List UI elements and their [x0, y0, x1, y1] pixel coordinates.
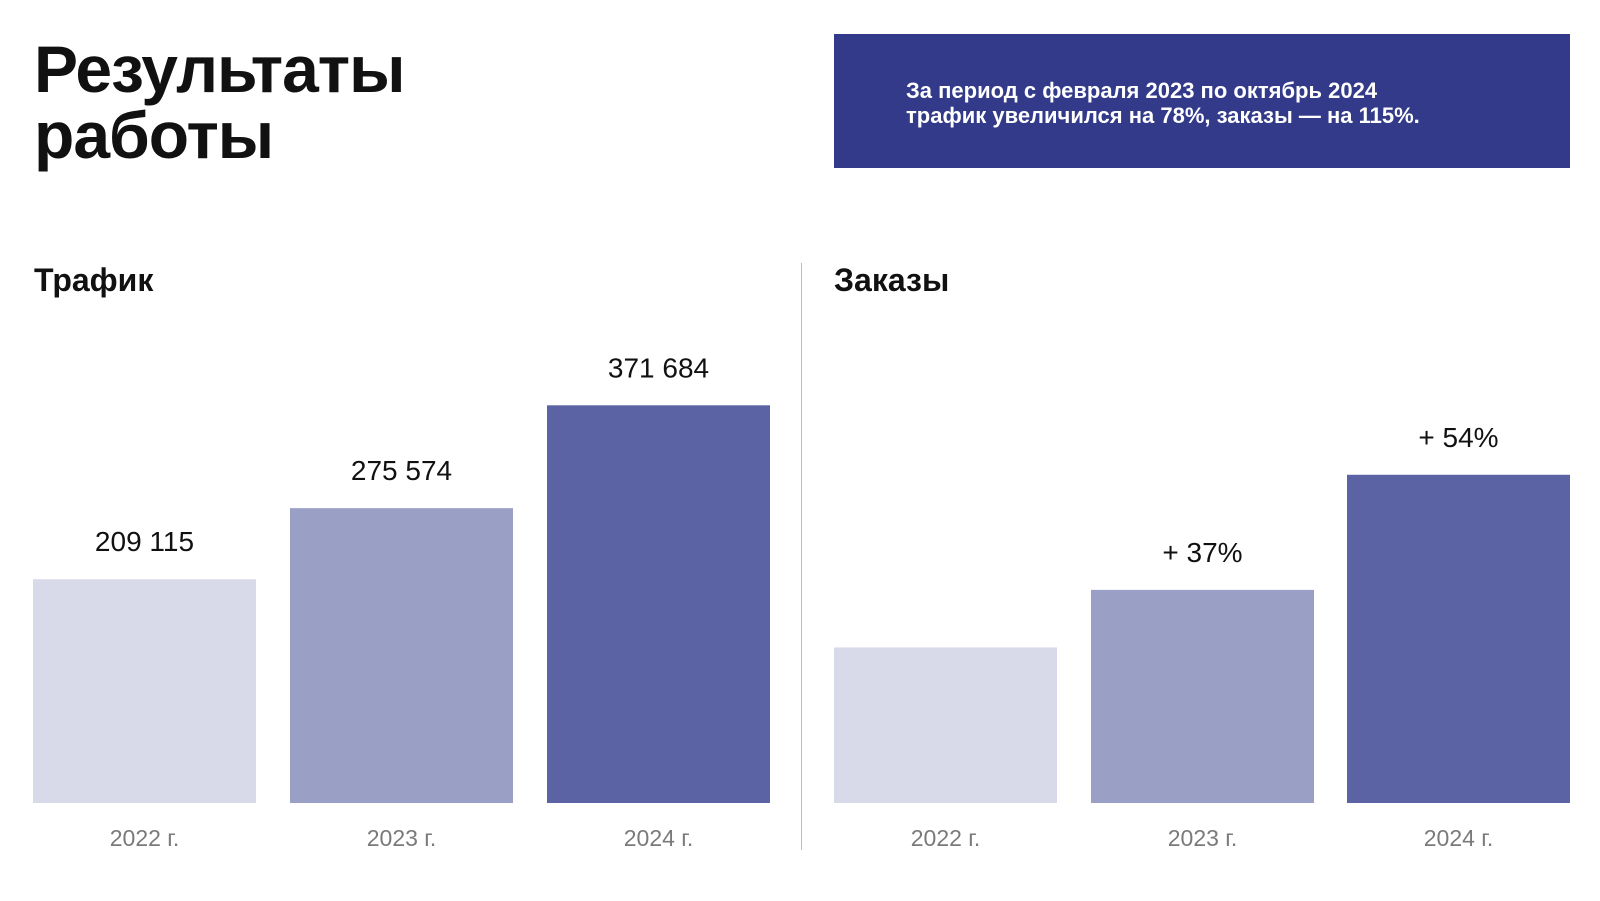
traffic-category-label-3: 2024 г. [624, 825, 694, 851]
orders-bar-1 [834, 647, 1057, 803]
page-title-line-2: работы [34, 98, 274, 172]
orders-category-label-3: 2024 г. [1424, 825, 1494, 851]
orders-category-label-2: 2023 г. [1168, 825, 1238, 851]
page-title: Результаты работы [34, 36, 405, 168]
traffic-chart-title: Трафик [34, 262, 154, 298]
traffic-bar-1 [33, 579, 256, 803]
traffic-bar-2 [290, 508, 513, 803]
orders-bar-2 [1091, 589, 1314, 803]
traffic-category-label-1: 2022 г. [110, 825, 180, 851]
chart-divider [801, 263, 802, 850]
summary-line-2: трафик увеличился на 78%, заказы — на 11… [906, 103, 1420, 128]
orders-category-label-1: 2022 г. [911, 825, 981, 851]
traffic-bar-3 [547, 405, 770, 803]
traffic-category-label-2: 2023 г. [367, 825, 437, 851]
traffic-value-label-2: 275 574 [351, 455, 452, 486]
traffic-value-label-1: 209 115 [95, 526, 194, 557]
orders-bar-3 [1347, 474, 1570, 803]
page-title-line-1: Результаты [34, 32, 405, 106]
orders-value-label-2: + 37% [1162, 537, 1242, 568]
summary-line-1: За период с февраля 2023 по октябрь 2024 [906, 78, 1378, 103]
traffic-value-label-3: 371 684 [608, 352, 709, 383]
orders-value-label-3: + 54% [1418, 422, 1498, 453]
summary-banner: За период с февраля 2023 по октябрь 2024… [834, 34, 1570, 168]
orders-chart-title: Заказы [834, 262, 950, 298]
traffic-bar-chart: 209 115 2022 г. 275 574 2023 г. 371 684 2024 … [33, 352, 770, 851]
